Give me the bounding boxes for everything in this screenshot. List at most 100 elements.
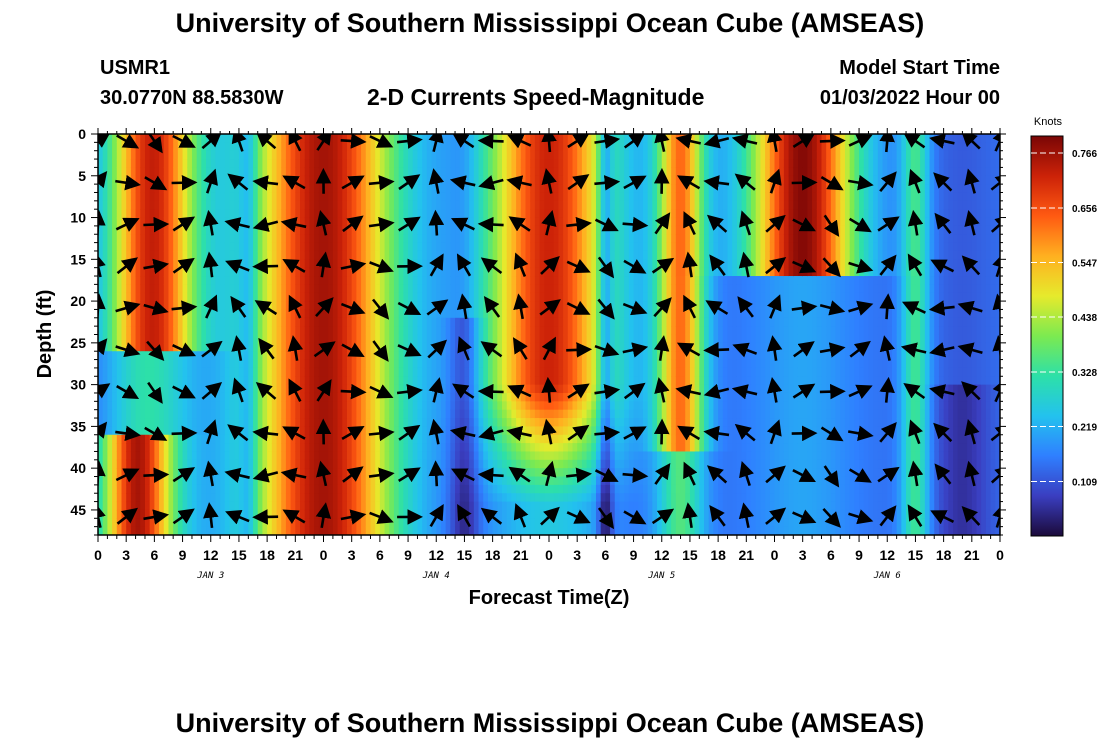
heatmap-cell (436, 484, 442, 494)
heatmap-cell (516, 434, 522, 444)
heatmap-cell (168, 301, 174, 311)
heatmap-cell (342, 217, 348, 227)
heatmap-cell (346, 292, 353, 302)
heatmap-cell (224, 134, 231, 143)
heatmap-cell (398, 459, 404, 469)
heatmap-cell (408, 209, 414, 219)
heatmap-cell (304, 175, 311, 185)
heatmap-cell (445, 434, 451, 444)
heatmap-cell (140, 267, 146, 277)
heatmap-cell (497, 242, 503, 252)
heatmap-cell (276, 200, 282, 210)
heatmap-cell (116, 392, 123, 402)
heatmap-cell (149, 326, 155, 336)
heatmap-cell (130, 376, 137, 386)
heatmap-cell (248, 200, 254, 210)
heatmap-cell (520, 334, 527, 344)
heatmap-cell (304, 351, 311, 361)
heatmap-cell (238, 209, 245, 219)
heatmap-cell (506, 384, 513, 394)
heatmap-cell (121, 200, 127, 210)
heatmap-cell (201, 284, 207, 294)
heatmap-cell (220, 242, 226, 252)
heatmap-cell (534, 501, 541, 511)
heatmap-cell (450, 167, 456, 177)
heatmap-cell (365, 242, 372, 252)
heatmap-cell (262, 476, 268, 486)
heatmap-cell (210, 518, 217, 528)
heatmap-cell (440, 184, 447, 194)
heatmap-cell (187, 384, 193, 394)
heatmap-cell (525, 526, 531, 535)
heatmap-cell (210, 376, 217, 386)
heatmap-cell (262, 250, 268, 260)
heatmap-cell (314, 409, 320, 419)
heatmap-cell (220, 234, 226, 244)
heatmap-cell (121, 409, 127, 419)
heatmap-cell (102, 367, 108, 377)
heatmap-cell (370, 376, 376, 386)
heatmap-cell (426, 401, 433, 411)
heatmap-cell (300, 526, 306, 535)
heatmap-cell (426, 434, 433, 444)
heatmap-cell (487, 192, 494, 202)
heatmap-cell (431, 451, 437, 461)
heatmap-cell (220, 334, 226, 344)
heatmap-cell (130, 459, 137, 469)
heatmap-cell (144, 392, 151, 402)
heatmap-cell (422, 401, 428, 411)
heatmap-cell (417, 409, 423, 419)
heatmap-cell (187, 493, 193, 503)
heatmap-cell (281, 192, 287, 202)
heatmap-cell (563, 259, 569, 269)
heatmap-cell (572, 292, 578, 302)
heatmap-cell (234, 367, 240, 377)
heatmap-cell (173, 234, 179, 244)
heatmap-cell (370, 434, 376, 444)
heatmap-cell (332, 426, 339, 436)
heatmap-cell (346, 317, 353, 327)
heatmap-cell (182, 242, 188, 252)
heatmap-cell (544, 392, 550, 402)
heatmap-cell (361, 267, 367, 277)
heatmap-cell (276, 192, 282, 202)
heatmap-cell (403, 284, 409, 294)
heatmap-cell (356, 434, 362, 444)
heatmap-cell (304, 184, 311, 194)
heatmap-cell (520, 526, 527, 535)
heatmap-cell (384, 401, 390, 411)
heatmap-cell (436, 284, 442, 294)
heatmap-cell (384, 359, 390, 369)
heatmap-cell (506, 250, 513, 260)
heatmap-cell (182, 451, 188, 461)
heatmap-cell (549, 418, 555, 427)
heatmap-cell (285, 434, 292, 444)
heatmap-cell (361, 317, 367, 327)
heatmap-cell (300, 476, 306, 486)
heatmap-cell (224, 284, 231, 294)
heatmap-cell (173, 309, 179, 319)
heatmap-cell (102, 518, 108, 528)
heatmap-cell (271, 518, 278, 528)
heatmap-cell (337, 509, 343, 519)
heatmap-cell (314, 518, 320, 528)
heatmap-cell (300, 409, 306, 419)
heatmap-cell (393, 225, 400, 235)
heatmap-cell (126, 443, 132, 453)
heatmap-cell (506, 184, 513, 194)
heatmap-cell (304, 459, 311, 469)
heatmap-cell (393, 142, 400, 152)
heatmap-cell (159, 225, 165, 235)
heatmap-cell (549, 351, 555, 361)
heatmap-cell (248, 459, 254, 469)
heatmap-cell (159, 526, 165, 535)
heatmap-cell (248, 392, 254, 402)
heatmap-cell (384, 134, 390, 143)
heatmap-cell (469, 209, 475, 219)
heatmap-cell (440, 434, 447, 444)
heatmap-cell (238, 484, 245, 494)
heatmap-cell (520, 250, 527, 260)
heatmap-cell (243, 167, 249, 177)
heatmap-cell (497, 326, 503, 336)
heatmap-cell (539, 134, 545, 143)
